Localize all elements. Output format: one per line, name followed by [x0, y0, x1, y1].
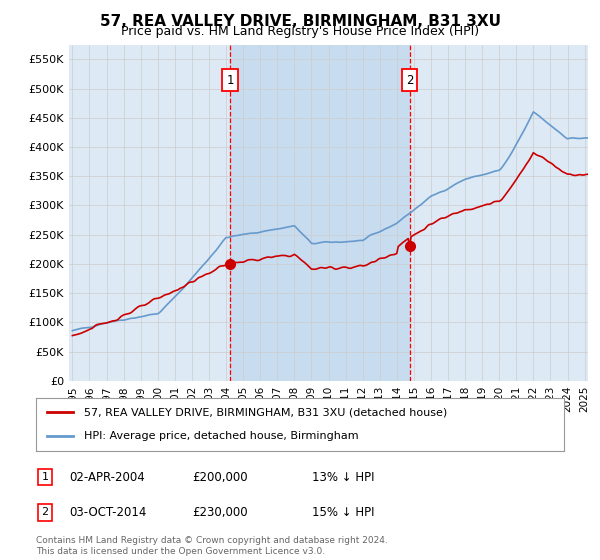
Text: 13% ↓ HPI: 13% ↓ HPI	[312, 470, 374, 484]
Text: 15% ↓ HPI: 15% ↓ HPI	[312, 506, 374, 519]
Text: 1: 1	[227, 73, 234, 87]
Text: Contains HM Land Registry data © Crown copyright and database right 2024.
This d: Contains HM Land Registry data © Crown c…	[36, 536, 388, 556]
Text: 2: 2	[406, 73, 413, 87]
Text: 2: 2	[41, 507, 49, 517]
Text: £230,000: £230,000	[192, 506, 248, 519]
Text: 1: 1	[41, 472, 49, 482]
Bar	[230, 45, 410, 381]
Text: 57, REA VALLEY DRIVE, BIRMINGHAM, B31 3XU: 57, REA VALLEY DRIVE, BIRMINGHAM, B31 3X…	[100, 14, 500, 29]
Text: Price paid vs. HM Land Registry's House Price Index (HPI): Price paid vs. HM Land Registry's House …	[121, 25, 479, 38]
Text: HPI: Average price, detached house, Birmingham: HPI: Average price, detached house, Birm…	[83, 431, 358, 441]
Text: 03-OCT-2014: 03-OCT-2014	[69, 506, 146, 519]
Text: 57, REA VALLEY DRIVE, BIRMINGHAM, B31 3XU (detached house): 57, REA VALLEY DRIVE, BIRMINGHAM, B31 3X…	[83, 408, 447, 418]
Text: 02-APR-2004: 02-APR-2004	[69, 470, 145, 484]
Text: £200,000: £200,000	[192, 470, 248, 484]
